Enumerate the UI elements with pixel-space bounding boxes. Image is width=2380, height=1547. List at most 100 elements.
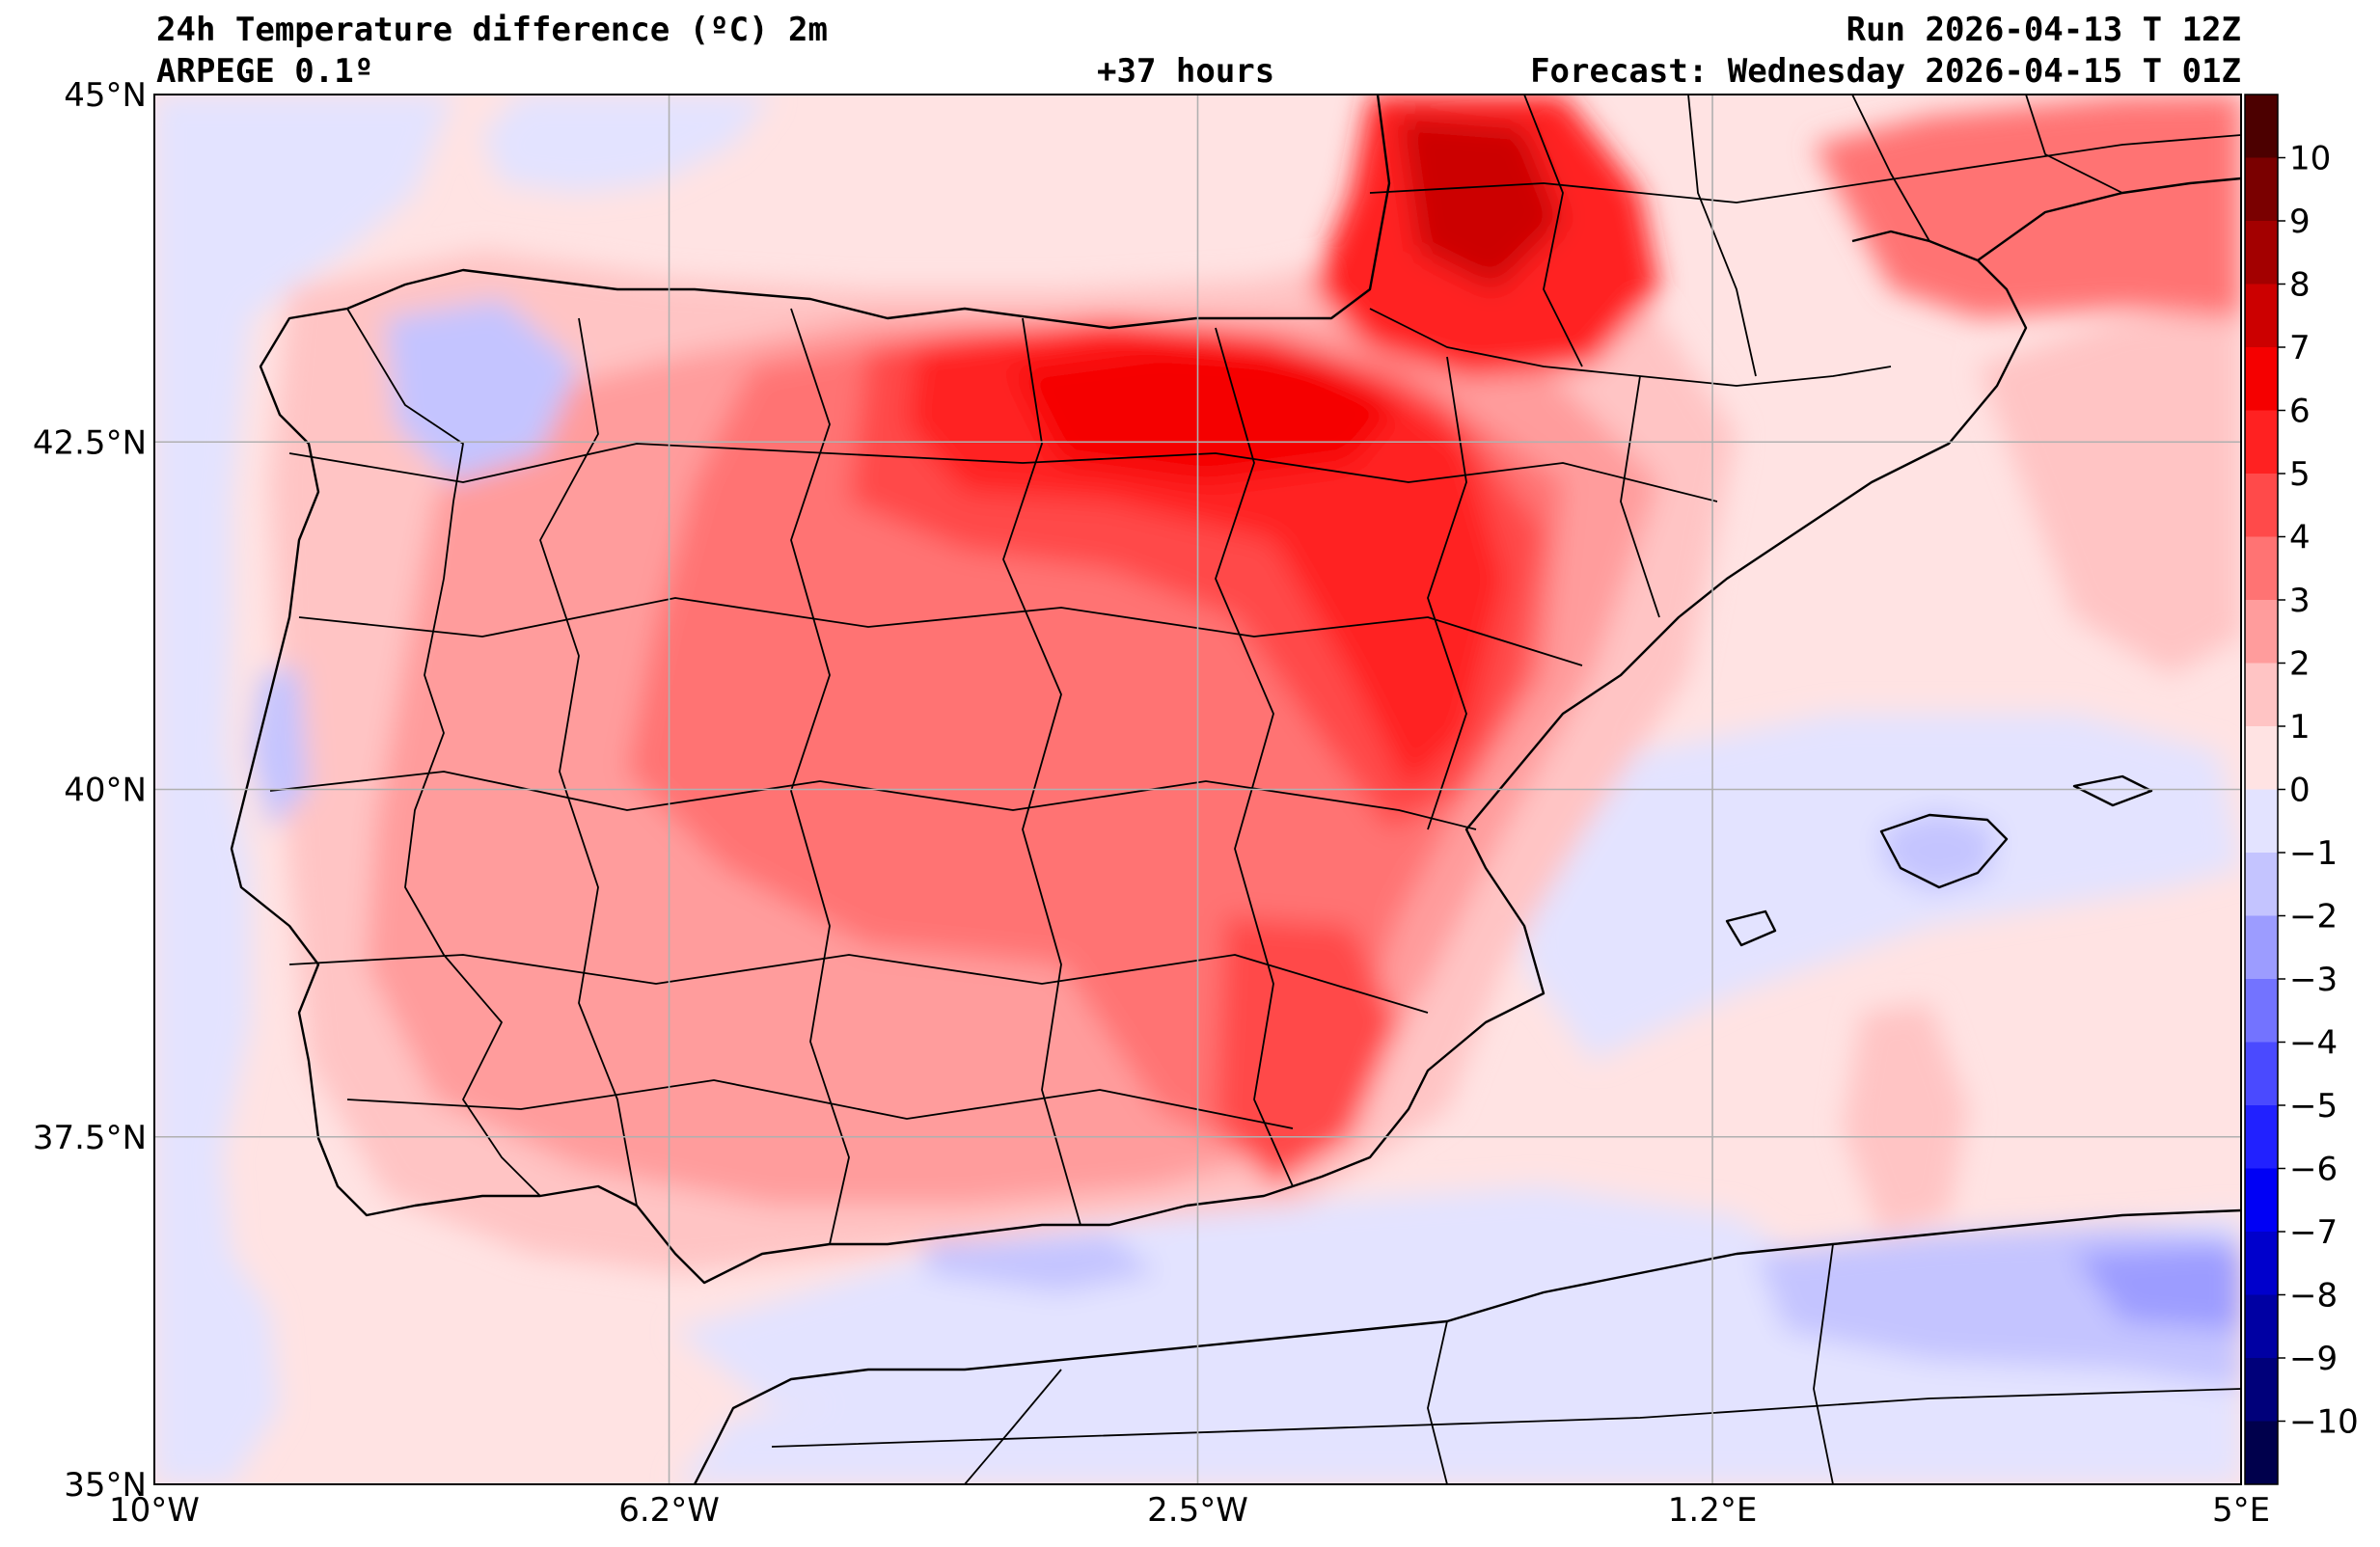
alboran-cool-region (675, 1186, 1833, 1408)
province-border (269, 771, 1477, 830)
mallorca-coastline (1879, 813, 2009, 889)
lon-tick-label: 6.2°W (618, 1491, 720, 1530)
model-label: ARPEGE 0.1º (156, 52, 374, 91)
lat-tick-label: 42.5°N (33, 423, 147, 462)
colorbar-label: 9 (2289, 203, 2311, 241)
lon-tick-label: 10°W (109, 1491, 200, 1530)
borders (269, 95, 2241, 1484)
lat-tick-label: 40°N (64, 772, 147, 810)
province-border (1215, 327, 1294, 1187)
murcia-warm (1216, 916, 1399, 1186)
colorbar-segment (2245, 853, 2278, 916)
galicia-cool (386, 299, 579, 482)
pyrenees-east-warm (1814, 95, 2241, 318)
colorbar-segment (2245, 789, 2278, 853)
colorbar-segment (2245, 1358, 2278, 1422)
colorbar-label: −7 (2289, 1213, 2338, 1252)
province-border (298, 597, 1583, 666)
lon-tick-label: 5°E (2212, 1491, 2270, 1530)
colorbar-segment (2245, 474, 2278, 537)
colorbar-segment (2245, 915, 2278, 979)
colorbar-label: 10 (2289, 140, 2331, 178)
maghreb-cool-core (2074, 1244, 2241, 1331)
lat-tick-label: 37.5°N (33, 1119, 147, 1157)
province-border (790, 308, 850, 1245)
colorbar-label: −9 (2289, 1340, 2338, 1378)
colorbar-segment (2245, 410, 2278, 474)
biscay-cool-region (482, 95, 772, 193)
colorbar-segment (2245, 663, 2278, 726)
balearic-cool-region (1524, 714, 2241, 1061)
colorbar-label: 5 (2289, 455, 2311, 494)
colorbar-label: 2 (2289, 645, 2311, 684)
colorbar-label: −6 (2289, 1151, 2338, 1189)
colorbar-segment (2245, 1232, 2278, 1295)
colorbar-segment (2245, 536, 2278, 600)
colorbar-segment (2245, 979, 2278, 1043)
province-border (1427, 356, 1467, 830)
ibiza-coastline (1725, 909, 1777, 947)
colorbar-segment (2245, 1168, 2278, 1232)
france-region-border (2025, 95, 2123, 194)
western-mediterranean-warm (1978, 309, 2241, 675)
navarra-hot-core (1013, 347, 1399, 482)
colorbar-segment (2245, 726, 2278, 790)
colorbar-label: 4 (2289, 519, 2311, 557)
colorbar-segment (2245, 157, 2278, 221)
latitude-labels: 45°N 42.5°N 40°N 37.5°N 35°N (33, 76, 147, 1505)
aquitaine-hot-core (1399, 116, 1563, 289)
colorbar-label: 1 (2289, 708, 2311, 746)
province-border (539, 317, 638, 1207)
maghreb-border (1427, 1320, 1448, 1484)
colorbar-segment (2245, 95, 2278, 158)
france-region-border (1369, 134, 2241, 204)
colorbar-label: 7 (2289, 329, 2311, 367)
colorbar-label: −10 (2289, 1403, 2359, 1442)
map-frame (153, 94, 2242, 1485)
colorbar-segment (2245, 284, 2278, 347)
france-region-border (1851, 95, 1930, 242)
colorbar-label: −4 (2289, 1024, 2338, 1063)
lead-time: +37 hours (1097, 52, 1275, 91)
colorbar-label: 3 (2289, 582, 2311, 620)
province-border (1620, 375, 1660, 618)
lat-tick-label: 35°N (64, 1466, 147, 1505)
algeria-coast-warm (1843, 1003, 1968, 1235)
colorbar-segment (2245, 1042, 2278, 1105)
north-africa-coastline (693, 1208, 2241, 1484)
france-region-border (1523, 95, 1583, 367)
lat-tick-label: 45°N (64, 76, 147, 115)
colorbar-label: 6 (2289, 393, 2311, 431)
colorbar-label: 0 (2289, 772, 2311, 810)
france-region-border (1687, 95, 1757, 377)
alboran-cool-strip (926, 1235, 1158, 1292)
temperature-field (154, 95, 2241, 1484)
colorbar-label: −2 (2289, 898, 2338, 936)
maghreb-border (1813, 1243, 1834, 1484)
longitude-labels: 10°W 6.2°W 2.5°W 1.2°E 5°E (109, 1491, 2270, 1530)
colorbar-label: −5 (2289, 1087, 2338, 1126)
colorbar-segment (2245, 600, 2278, 664)
menorca-coastline (2072, 774, 2153, 807)
lon-tick-label: 2.5°W (1147, 1491, 1248, 1530)
colorbar-label: −8 (2289, 1277, 2338, 1316)
run-label: Run 2026-04-13 T 12Z (1846, 11, 2241, 49)
province-border (288, 954, 1429, 1014)
map-title: 24h Temperature difference (ºC) 2m (156, 11, 828, 49)
maghreb-border (771, 1388, 2241, 1448)
colorbar-segment (2245, 221, 2278, 285)
gridlines (154, 95, 2241, 1484)
province-border (288, 443, 1718, 502)
colorbar-label: −3 (2289, 961, 2338, 999)
forecast-label: Forecast: Wednesday 2026-04-15 T 01Z (1530, 52, 2241, 91)
map-area (154, 95, 2241, 1484)
colorbar-segment (2245, 1421, 2278, 1484)
colorbar-segment (2245, 1105, 2278, 1169)
colorbar-label: 8 (2289, 266, 2311, 305)
colorbar-label: −1 (2289, 834, 2338, 873)
lon-tick-label: 1.2°E (1668, 1491, 1758, 1530)
colorbar-segment (2245, 1294, 2278, 1358)
portugal-spain-border (346, 308, 541, 1197)
